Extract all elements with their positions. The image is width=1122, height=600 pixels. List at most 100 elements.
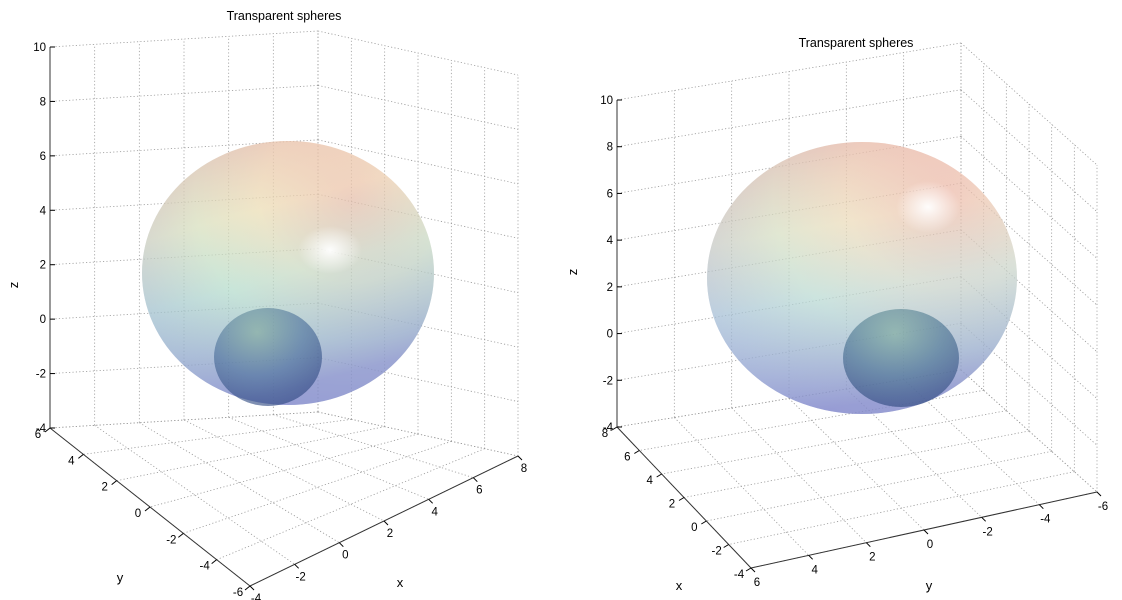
grid-line [139,422,340,544]
x-tick-mark [611,426,618,431]
grid-line [216,448,485,561]
grid-line [616,89,962,148]
small-sphere [214,308,322,406]
z-tick-label: 4 [607,235,614,247]
x-tick-mark [656,473,662,478]
y-tick-label: -2 [983,526,993,538]
y-tick-label: -6 [233,587,243,599]
x-tick-label: 6 [476,485,482,497]
large-sphere-highlight [896,181,960,233]
x-tick-mark [634,450,640,454]
y-tick-label: -4 [200,561,211,573]
y-axis-label: y [117,570,124,585]
x-tick-mark [472,477,478,483]
z-tick-label: -2 [603,375,613,387]
x-tick-mark [517,455,523,461]
y-tick-label: 4 [68,455,75,467]
y-tick-mark [1096,491,1102,497]
z-axis-label: z [6,282,21,289]
y-tick-label: 0 [135,508,141,520]
grid-line [661,410,1007,475]
x-tick-label: 2 [387,528,393,540]
x-tick-label: -4 [734,569,745,581]
chart-title: Transparent spheres [227,9,342,23]
y-tick-label: 2 [101,482,107,494]
large-sphere-shading [142,141,434,405]
grid-line [788,398,925,531]
chart-panel-right: Transparent spheres 10 8 6 4 2 0 -2 -4 8 6 4 2 0 -2 -4… [561,0,1122,600]
x-tick-label: -2 [296,571,306,583]
x-tick-label: 4 [431,506,438,518]
y-tick-mark [211,559,217,565]
large-sphere-highlight [298,226,362,274]
z-axis-label: z [565,269,580,276]
x-tick-mark [338,542,344,548]
grid-line [116,426,385,482]
z-tick-label: 2 [40,260,46,272]
chart-left-svg: Transparent spheres 1086420-2-46420-2-4-… [6,9,527,600]
x-tick-mark [383,520,389,526]
x-tick-mark [428,498,434,504]
y-tick-mark [144,506,151,512]
z-tick-label: 0 [607,329,613,341]
x-axis-label: x [397,575,404,590]
grid-line [728,471,1075,545]
z-tick-label: 6 [607,188,613,200]
y-tick-mark [923,529,929,535]
grid-line [149,433,419,508]
y-tick-mark [111,480,117,486]
small-sphere [843,309,959,407]
z-tick-label: -4 [603,422,614,434]
y-tick-label: 6 [754,577,760,589]
y-axis-label: y [926,578,933,593]
grid-line [731,407,867,543]
x-tick-label: 6 [624,452,630,464]
grid-line [706,450,1052,522]
x-tick-label: 0 [691,522,697,534]
z-tick-label: 10 [33,42,46,54]
z-tick-label: -2 [36,369,46,381]
y-tick-label: 2 [869,552,875,564]
grid-line [83,418,352,455]
grid-line [674,417,809,556]
z-tick-label: 4 [40,205,47,217]
y-tick-label: 6 [35,429,41,441]
x-tick-label: 8 [602,428,608,440]
x-tick-label: -4 [251,593,262,600]
y-tick-mark [44,427,51,433]
z-tick-label: 2 [607,282,613,294]
z-tick-label: 10 [600,95,613,107]
y-tick-label: 0 [927,539,933,551]
y-tick-mark [808,554,814,560]
z-tick-label: 0 [40,314,46,326]
y-tick-label: -2 [166,534,176,546]
x-axis-label: x [676,578,683,593]
x-tick-mark [294,563,300,569]
chart-right-svg: Transparent spheres 1086420-2-486420-2-4… [565,36,1108,593]
z-tick-label: -4 [36,423,47,435]
x-tick-mark [249,585,255,591]
x-tick-label: 8 [521,463,527,475]
grid-line [183,419,385,522]
y-tick-mark [865,542,871,548]
y-tick-label: -6 [1098,501,1108,513]
z-tick-label: 8 [40,96,46,108]
x-tick-mark [745,567,752,572]
x-tick-label: 2 [669,499,675,511]
y-tick-mark [178,532,184,538]
y-tick-mark [244,585,251,591]
x-tick-label: 4 [646,475,653,487]
grid-line [683,430,1030,498]
z-tick-label: 6 [40,151,46,163]
y-tick-mark [981,516,987,522]
x-tick-mark [723,544,729,548]
y-tick-mark [78,453,84,459]
y-tick-mark [1038,504,1044,510]
x-tick-mark [678,497,685,501]
chart-panel-left: Transparent spheres 10 8 6 4 2 0 -2 -4 6 4 2 0 -2 -4-… [0,0,555,600]
y-tick-mark [750,567,756,573]
x-tick-mark [701,520,707,525]
y-tick-label: 4 [811,564,818,576]
